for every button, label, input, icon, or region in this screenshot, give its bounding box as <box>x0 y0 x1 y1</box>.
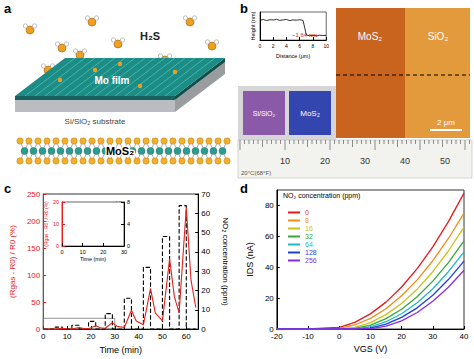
svg-text:10: 10 <box>53 221 59 227</box>
svg-text:NO₂ concentration (ppm): NO₂ concentration (ppm) <box>221 217 230 306</box>
svg-text:d: d <box>240 181 248 196</box>
svg-text:40: 40 <box>134 332 143 341</box>
svg-text:40: 40 <box>460 332 469 341</box>
svg-text:10: 10 <box>323 43 329 49</box>
svg-text:40: 40 <box>265 263 274 272</box>
svg-text:0: 0 <box>41 332 46 341</box>
svg-text:MoS₂: MoS₂ <box>358 31 383 42</box>
svg-text:50: 50 <box>31 298 40 307</box>
svg-text:70: 70 <box>201 190 210 199</box>
svg-text:2: 2 <box>272 43 275 49</box>
svg-text:30: 30 <box>110 332 119 341</box>
svg-text:60: 60 <box>182 332 191 341</box>
svg-text:IDS (nA): IDS (nA) <box>245 242 255 277</box>
svg-text:Distance (μm): Distance (μm) <box>276 53 311 59</box>
svg-text:4: 4 <box>285 43 288 49</box>
svg-text:10: 10 <box>280 156 290 166</box>
svg-text:Height (nm): Height (nm) <box>250 12 256 41</box>
svg-text:20: 20 <box>100 249 106 255</box>
svg-text:256: 256 <box>305 257 317 264</box>
svg-text:200: 200 <box>27 217 41 226</box>
svg-text:32: 32 <box>305 233 313 240</box>
svg-text:0: 0 <box>35 324 41 334</box>
svg-text:-20: -20 <box>271 332 283 341</box>
svg-text:60: 60 <box>265 232 274 241</box>
svg-text:30: 30 <box>360 156 370 166</box>
svg-text:0: 0 <box>201 325 206 334</box>
svg-text:a: a <box>4 1 12 16</box>
svg-text:20: 20 <box>201 286 210 295</box>
svg-text:0: 0 <box>127 243 130 249</box>
svg-text:b: b <box>240 1 248 16</box>
svg-text:0: 0 <box>60 249 63 255</box>
svg-text:SiO₂: SiO₂ <box>428 31 449 42</box>
svg-text:50: 50 <box>158 332 167 341</box>
svg-text:8: 8 <box>127 199 130 205</box>
svg-text:Mo film: Mo film <box>95 75 130 86</box>
svg-text:Time (min): Time (min) <box>99 345 142 355</box>
svg-text:8: 8 <box>312 43 315 49</box>
svg-text:128: 128 <box>305 249 317 256</box>
svg-text:16: 16 <box>305 225 313 232</box>
svg-text:c: c <box>4 181 11 196</box>
svg-text:30: 30 <box>201 267 210 276</box>
svg-text:-10: -10 <box>302 332 314 341</box>
svg-text:6: 6 <box>298 43 301 49</box>
svg-text:50: 50 <box>440 156 450 166</box>
svg-text:(Rgas - R0) / R0 (%): (Rgas - R0) / R0 (%) <box>43 201 49 247</box>
svg-text:(Rgas - R0) / R0 (%): (Rgas - R0) / R0 (%) <box>8 225 17 298</box>
svg-text:64: 64 <box>305 241 313 248</box>
svg-text:Time (min): Time (min) <box>80 256 106 262</box>
svg-text:0: 0 <box>259 43 262 49</box>
svg-text:2 μm: 2 μm <box>437 118 455 127</box>
svg-text:150: 150 <box>27 244 41 253</box>
svg-text:MoS₂: MoS₂ <box>300 109 320 118</box>
svg-text:0: 0 <box>337 332 342 341</box>
svg-text:20: 20 <box>397 332 406 341</box>
svg-text:100: 100 <box>27 271 41 280</box>
svg-text:NO₂ concentration (ppm): NO₂ concentration (ppm) <box>283 192 360 200</box>
svg-text:10: 10 <box>366 332 375 341</box>
svg-text:50: 50 <box>201 228 210 237</box>
svg-text:0: 0 <box>56 243 59 249</box>
svg-text:8: 8 <box>305 217 309 224</box>
svg-text:H₂S: H₂S <box>140 30 160 42</box>
svg-text:40: 40 <box>201 247 210 256</box>
svg-text:MoS₂: MoS₂ <box>106 145 134 157</box>
svg-text:10: 10 <box>63 332 72 341</box>
svg-text:Si/SiO₂ substrate: Si/SiO₂ substrate <box>65 117 126 126</box>
svg-text:4: 4 <box>127 221 130 227</box>
svg-text:20: 20 <box>53 199 59 205</box>
svg-text:VGS (V): VGS (V) <box>354 344 388 354</box>
svg-text:40: 40 <box>400 156 410 166</box>
svg-text:20°C(68°F): 20°C(68°F) <box>241 170 271 176</box>
svg-text:60: 60 <box>201 209 210 218</box>
svg-text:250: 250 <box>27 190 41 199</box>
svg-text:20: 20 <box>320 156 330 166</box>
svg-text:0: 0 <box>305 209 309 216</box>
svg-text:10: 10 <box>201 305 210 314</box>
svg-text:30: 30 <box>121 249 127 255</box>
svg-text:Si/SiO₂: Si/SiO₂ <box>253 110 276 117</box>
svg-text:30: 30 <box>428 332 437 341</box>
svg-text:~1.64 nm: ~1.64 nm <box>292 32 318 38</box>
svg-text:80: 80 <box>265 201 274 210</box>
svg-text:0: 0 <box>269 324 274 334</box>
svg-text:20: 20 <box>265 294 274 303</box>
svg-text:10: 10 <box>80 249 86 255</box>
svg-text:20: 20 <box>86 332 95 341</box>
